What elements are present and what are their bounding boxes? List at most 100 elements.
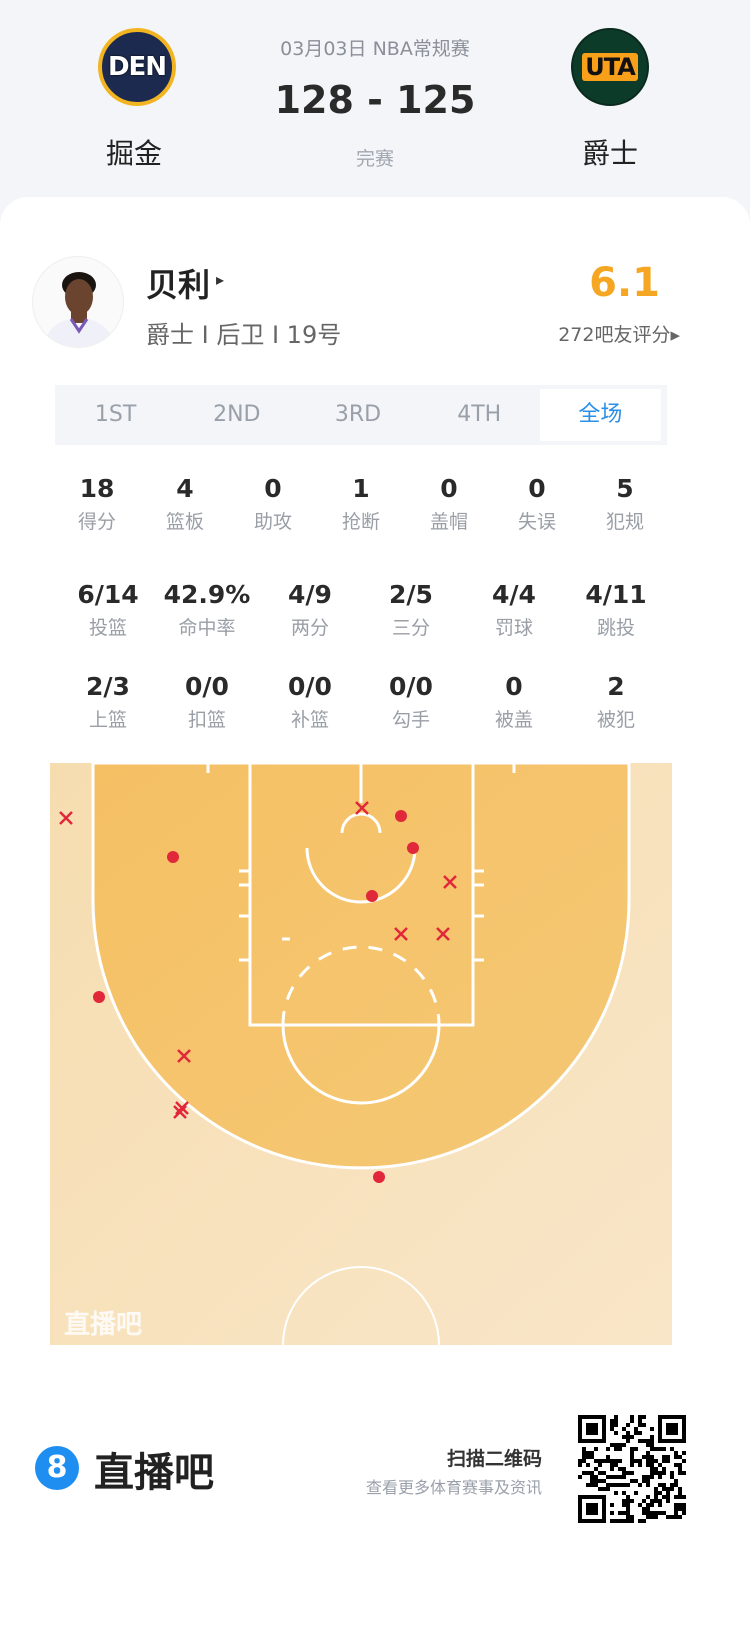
stat-row2-2: 4/9 两分: [260, 580, 360, 640]
stat-value: 0/0: [185, 672, 229, 701]
shot-missed: [175, 1101, 189, 1115]
tab-3rd[interactable]: 3RD: [334, 402, 382, 427]
uta-logo[interactable]: UTA: [571, 28, 649, 106]
stat-value: 42.9%: [163, 580, 251, 609]
stat-label: 抢断: [341, 511, 380, 533]
uta-logo-text: UTA: [582, 53, 638, 81]
stat-value: 0: [505, 672, 523, 701]
free-throw-circle-dashed: [281, 945, 441, 1026]
stat-value: 0/0: [288, 672, 332, 701]
stat-row1-2: 0 助攻: [223, 474, 323, 534]
stat-row2-3: 2/5 三分: [361, 580, 461, 640]
shot-made: [373, 1171, 385, 1183]
shots-layer: [59, 801, 457, 1183]
stat-value: 2/3: [86, 672, 130, 701]
stat-row3-1: 0/0 扣篮: [157, 672, 257, 732]
home-team-name[interactable]: 掘金: [105, 137, 162, 170]
match-status: 完赛: [355, 148, 394, 170]
stat-row1-4: 0 盖帽: [399, 474, 499, 534]
stat-row3-0: 2/3 上篮: [58, 672, 158, 732]
stat-value: 1: [352, 474, 370, 503]
shot-made: [407, 842, 419, 854]
stat-label: 三分: [391, 617, 430, 639]
paint: [248, 763, 475, 1027]
match-date-league: 03月03日 NBA常规赛: [280, 38, 470, 60]
stat-row1-3: 1 抢断: [311, 474, 411, 534]
stat-label: 罚球: [494, 617, 533, 639]
center-circle: [282, 1266, 440, 1345]
restricted-arc: [305, 847, 417, 904]
player-arrow-icon[interactable]: ▸: [216, 270, 225, 289]
scan-subtitle: 查看更多体育赛事及资讯: [365, 1478, 542, 1497]
stat-row2-4: 4/4 罚球: [464, 580, 564, 640]
stat-row3-5: 2 被犯: [566, 672, 666, 732]
player-avatar[interactable]: [32, 256, 124, 348]
stat-row1-1: 4 篮板: [135, 474, 235, 534]
stat-value: 4/9: [288, 580, 332, 609]
player-info: 爵士 I 后卫 I 19号: [146, 321, 342, 349]
stat-label: 犯规: [605, 511, 644, 533]
stat-row2-5: 4/11 跳投: [566, 580, 666, 640]
stat-label: 上篮: [88, 709, 127, 731]
shot-made: [395, 810, 407, 822]
shot-chart: 直播吧: [50, 763, 672, 1345]
shot-made: [366, 890, 378, 902]
period-tabs: 1ST 2ND 3RD 4TH 全场: [55, 385, 667, 445]
stat-label: 跳投: [596, 617, 635, 639]
shot-made: [93, 991, 105, 1003]
stat-row1-0: 18 得分: [47, 474, 147, 534]
player-photo-icon: [43, 272, 115, 347]
stat-label: 得分: [77, 511, 116, 533]
stat-row2-1: 42.9% 命中率: [157, 580, 257, 640]
rating-count-link[interactable]: 272吧友评分▸: [558, 324, 680, 346]
stat-value: 5: [616, 474, 634, 503]
scan-title: 扫描二维码: [446, 1448, 542, 1470]
stat-row2-0: 6/14 投篮: [58, 580, 158, 640]
stat-value: 0/0: [389, 672, 433, 701]
tab-full-game[interactable]: 全场: [539, 389, 662, 441]
stat-label: 盖帽: [429, 511, 468, 533]
stat-label: 被犯: [596, 709, 635, 731]
stat-value: 0: [440, 474, 458, 503]
stat-label: 篮板: [165, 511, 204, 533]
stat-row3-2: 0/0 补篮: [260, 672, 360, 732]
stat-value: 0: [528, 474, 546, 503]
stat-value: 6/14: [77, 580, 139, 609]
stat-label: 扣篮: [187, 709, 226, 731]
den-logo-text: DEN: [107, 52, 167, 82]
stat-value: 18: [79, 474, 115, 503]
stat-row1-6: 5 犯规: [575, 474, 675, 534]
match-score: 128 - 125: [274, 78, 476, 122]
free-throw-circle-solid: [281, 1024, 441, 1105]
stat-label: 投篮: [88, 617, 127, 639]
shot-missed: [177, 1049, 191, 1063]
stat-label: 助攻: [253, 511, 292, 533]
shot-missed: [394, 927, 408, 941]
tab-4th[interactable]: 4TH: [457, 402, 502, 427]
stat-value: 4: [176, 474, 194, 503]
qr-code-icon[interactable]: [578, 1415, 686, 1523]
three-point-area: [91, 763, 631, 1170]
stat-value: 4/4: [492, 580, 536, 609]
stat-label: 补篮: [290, 709, 329, 731]
shot-missed: [355, 801, 369, 815]
brand-name: 直播吧: [94, 1450, 214, 1496]
tab-2nd[interactable]: 2ND: [213, 402, 261, 427]
stat-label: 两分: [290, 617, 329, 639]
away-team-name[interactable]: 爵士: [581, 137, 638, 170]
lane-ticks: [206, 763, 516, 962]
stat-row3-3: 0/0 勾手: [361, 672, 461, 732]
court-watermark: 直播吧: [64, 1310, 142, 1340]
player-rating: 6.1: [589, 260, 660, 306]
shot-missed: [443, 875, 457, 889]
stat-value: 0: [264, 474, 282, 503]
stat-value: 2/5: [389, 580, 433, 609]
stat-label: 命中率: [178, 617, 236, 639]
player-name[interactable]: 贝利: [146, 266, 211, 304]
shot-missed: [173, 1105, 187, 1119]
stat-label: 勾手: [391, 709, 430, 731]
basket-arc: [340, 812, 382, 834]
den-logo[interactable]: DEN: [98, 28, 176, 106]
shot-missed: [436, 927, 450, 941]
tab-1st[interactable]: 1ST: [94, 402, 137, 427]
